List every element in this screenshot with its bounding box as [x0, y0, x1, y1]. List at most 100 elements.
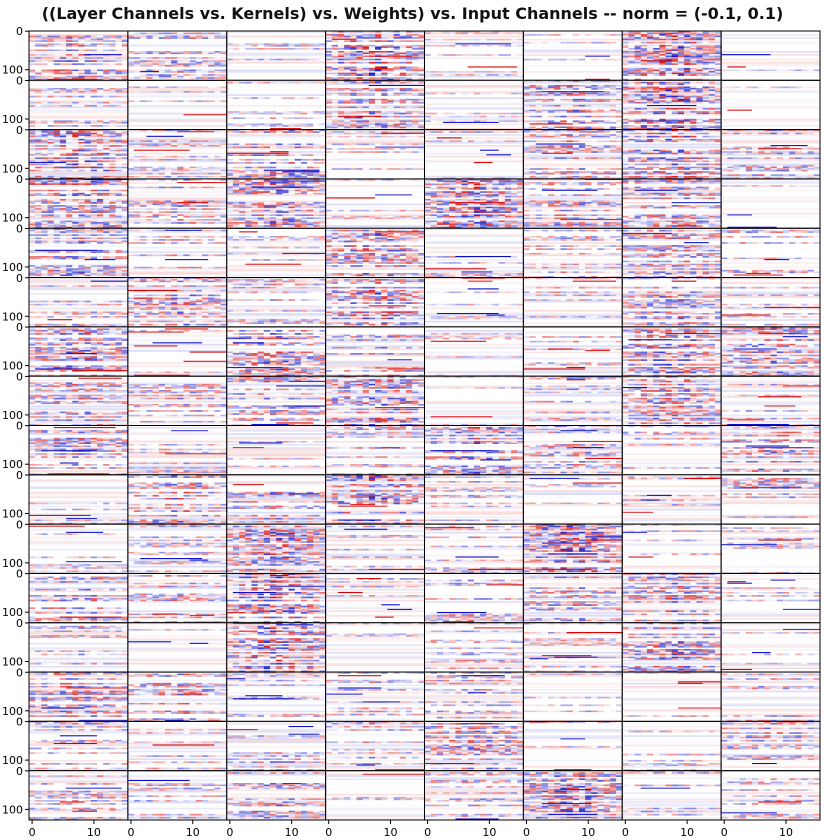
heatmap-cell: [715, 36, 721, 38]
heatmap-cell: [622, 59, 628, 61]
heatmap-cell: [177, 63, 183, 65]
heatmap-cell: [412, 148, 418, 150]
heatmap-cell: [375, 66, 381, 68]
heatmap-cell: [715, 119, 721, 121]
heatmap-cell: [140, 70, 146, 72]
heatmap-cell: [678, 83, 684, 85]
heatmap-cell: [122, 164, 128, 166]
heatmap-cell: [635, 173, 641, 175]
heatmap-cell: [344, 53, 350, 55]
heatmap-cell: [659, 82, 665, 84]
heatmap-cell: [109, 40, 115, 42]
heatmap-cell: [684, 62, 690, 64]
heatmap-cell: [103, 122, 109, 124]
heatmap-cell: [332, 111, 338, 113]
heatmap-cell: [140, 173, 146, 175]
heatmap-cell: [134, 176, 140, 178]
heatmap-cell: [29, 71, 35, 73]
heatmap-cell: [295, 167, 301, 169]
heatmap-cell: [585, 131, 591, 133]
heatmap-cell: [567, 94, 573, 96]
heatmap-cell: [536, 147, 542, 149]
heatmap-cell: [103, 76, 109, 78]
heatmap-cell: [598, 127, 604, 129]
heatmap-cell: [690, 97, 696, 99]
heatmap-cell: [66, 76, 72, 78]
heatmap-cell: [239, 170, 245, 172]
heatmap-cell: [604, 150, 610, 152]
heatmap-cell: [319, 162, 325, 164]
heatmap-cell: [622, 96, 628, 98]
heatmap-cell: [554, 148, 560, 150]
heatmap-panel: [29, 130, 128, 180]
heatmap-cell: [326, 142, 425, 144]
heatmap-cell: [678, 111, 684, 113]
heatmap-cell: [530, 120, 536, 122]
heatmap-cell: [554, 100, 560, 102]
heatmap-cell: [653, 59, 659, 61]
heatmap-cell: [140, 74, 146, 76]
heatmap-cell: [499, 93, 505, 95]
heatmap-cell: [301, 131, 307, 133]
heatmap-cell: [462, 140, 468, 142]
heatmap-cell: [585, 151, 591, 153]
heatmap-cell: [183, 86, 189, 88]
heatmap-cell: [60, 105, 66, 107]
heatmap-cell: [653, 34, 659, 36]
heatmap-cell: [109, 131, 115, 133]
heatmap-cell: [48, 96, 54, 98]
heatmap-cell: [103, 201, 109, 203]
heatmap-cell: [690, 62, 696, 64]
heatmap-cell: [72, 88, 78, 90]
heatmap-cell: [659, 150, 665, 152]
heatmap-cell: [462, 33, 468, 35]
heatmap-cell: [78, 54, 84, 56]
heatmap-cell: [85, 157, 91, 159]
heatmap-cell: [375, 120, 381, 122]
heatmap-cell: [536, 131, 542, 133]
heatmap-cell: [641, 39, 647, 41]
heatmap-cell: [35, 70, 41, 72]
heatmap-cell: [381, 62, 387, 64]
heatmap-cell: [690, 127, 696, 129]
heatmap-cell: [437, 33, 443, 35]
heatmap-cell: [431, 71, 437, 73]
heatmap-cell: [221, 37, 227, 39]
heatmap-cell: [715, 173, 721, 175]
heatmap-cell: [672, 119, 678, 121]
heatmap-cell: [48, 37, 54, 39]
heatmap-cell: [128, 100, 134, 102]
heatmap-cell: [307, 45, 313, 47]
heatmap-cell: [91, 140, 97, 142]
heatmap-cell: [97, 105, 103, 107]
heatmap-cell: [641, 127, 647, 129]
heatmap-cell: [696, 74, 702, 76]
heatmap-cell: [554, 86, 560, 88]
heatmap-cell: [721, 102, 820, 104]
heatmap-cell: [171, 176, 177, 178]
heatmap-cell: [326, 110, 425, 112]
heatmap-cell: [91, 96, 97, 98]
heatmap-cell: [400, 127, 406, 129]
heatmap-cell: [109, 211, 115, 213]
heatmap-cell: [468, 113, 474, 115]
heatmap-cell: [214, 60, 220, 62]
heatmap-cell: [282, 45, 288, 47]
heatmap-cell: [635, 62, 641, 64]
heatmap-cell: [54, 73, 60, 75]
heatmap-cell: [462, 74, 468, 76]
heatmap-cell: [78, 199, 84, 201]
heatmap-cell: [696, 36, 702, 38]
heatmap-cell: [54, 88, 60, 90]
heatmap-cell: [628, 83, 634, 85]
heatmap-cell: [258, 82, 264, 84]
heatmap-cell: [171, 143, 177, 145]
heatmap-cell: [295, 131, 301, 133]
heatmap-cell: [72, 60, 78, 62]
heatmap-cell: [740, 148, 746, 150]
heatmap-cell: [381, 57, 387, 59]
heatmap-cell: [202, 145, 208, 147]
heatmap-cell: [715, 74, 721, 76]
heatmap-cell: [319, 45, 325, 47]
heatmap-cell: [128, 125, 227, 127]
